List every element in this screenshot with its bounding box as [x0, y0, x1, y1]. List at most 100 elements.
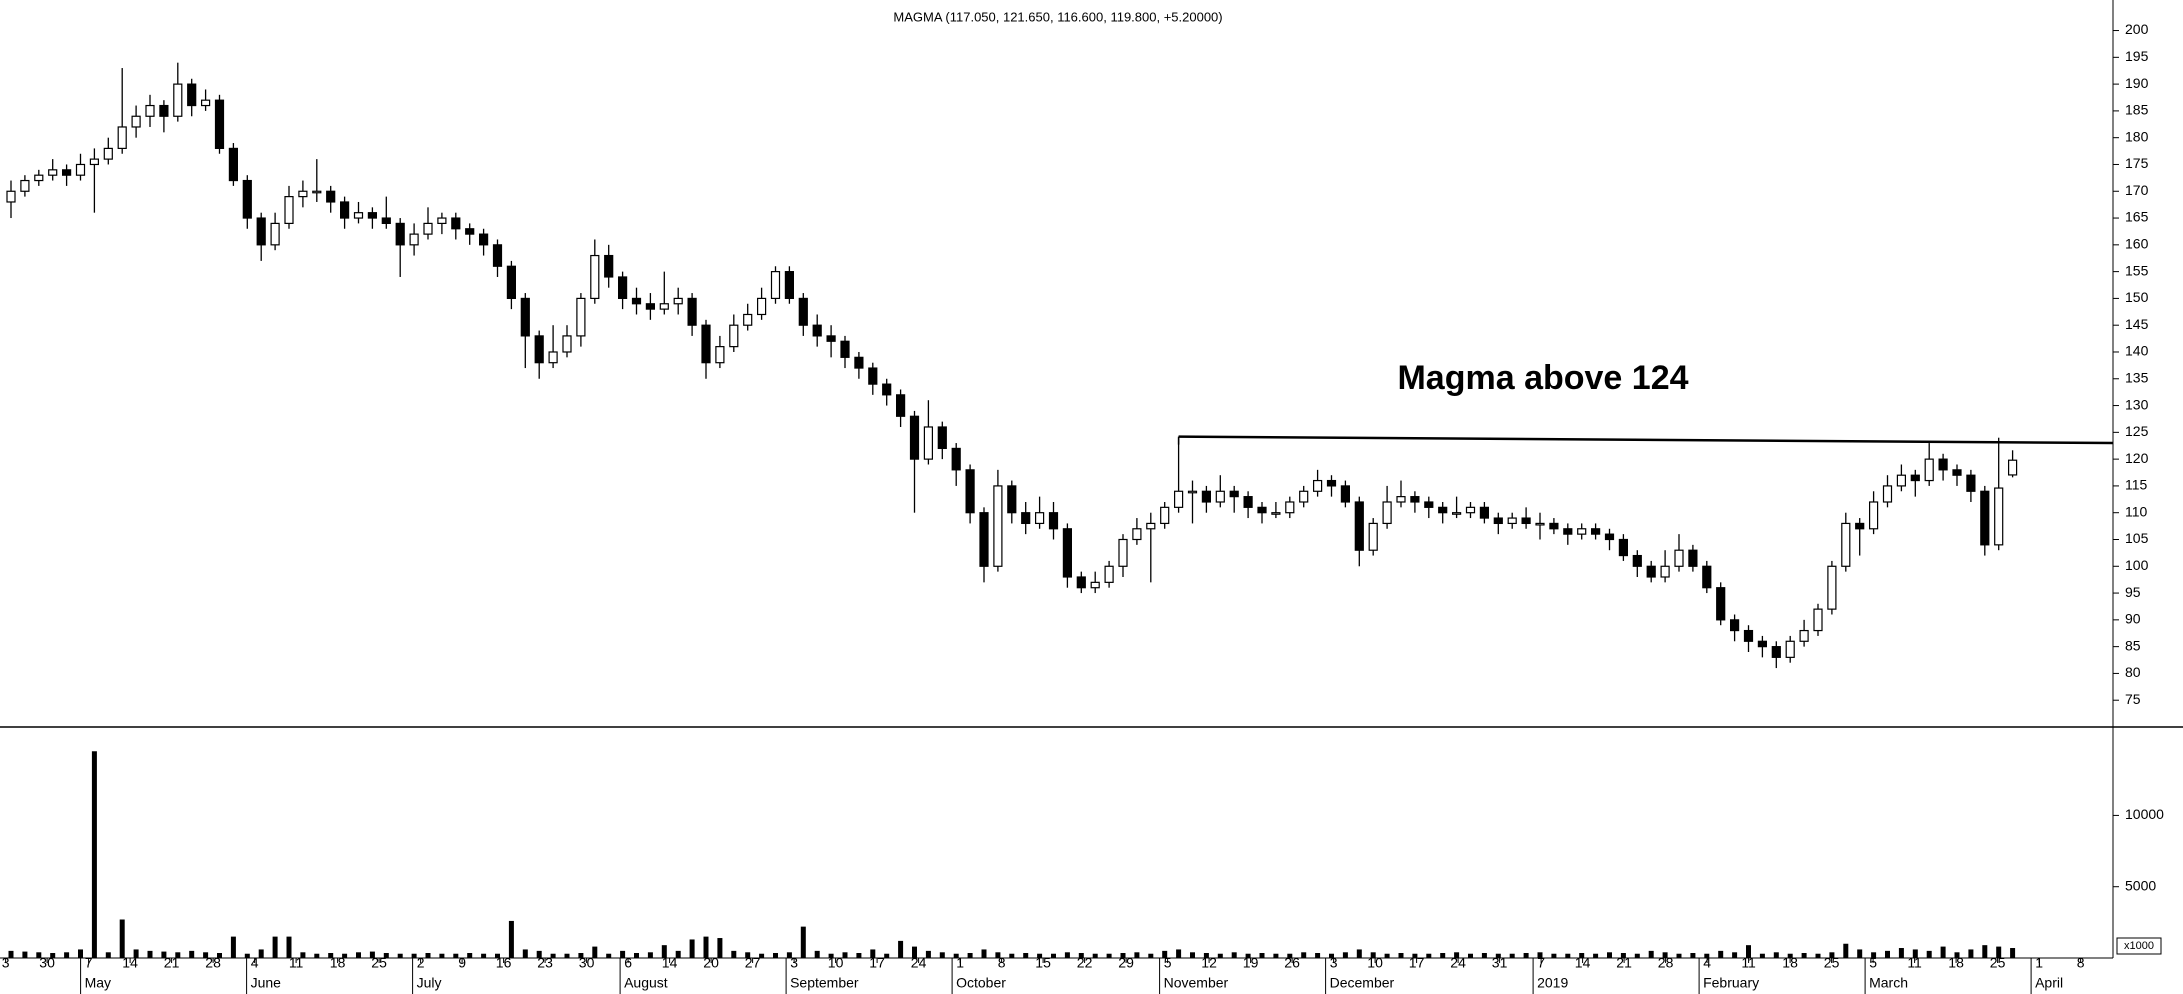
candle-body [6, 190, 16, 203]
volume-bar [314, 953, 320, 958]
candle-body [1479, 506, 1490, 519]
x-tick-label: 24 [1450, 955, 1466, 971]
volume-bar [272, 936, 278, 958]
x-tick-label: 10 [1367, 955, 1383, 971]
candle-body [48, 169, 58, 176]
candle-body [61, 169, 72, 176]
volume-bar [508, 920, 514, 958]
volume-bar [467, 953, 473, 958]
x-tick-label: 24 [911, 955, 927, 971]
candle-body [784, 271, 795, 300]
candle-body [1813, 608, 1823, 632]
x-tick-label: 3 [790, 955, 798, 971]
candle-body [1229, 490, 1239, 498]
candle-body [1410, 496, 1420, 503]
candle-body [659, 303, 669, 310]
x-tick-label: 11 [289, 955, 304, 971]
candle-body [1424, 501, 1434, 508]
volume-bar [300, 952, 306, 958]
candle-body [1076, 576, 1086, 589]
volume-bar [2010, 948, 2016, 958]
volume-bar [592, 946, 598, 958]
candle-body [131, 115, 141, 128]
volume-bar [258, 949, 264, 958]
volume-bar [8, 950, 14, 958]
candle-body [340, 201, 350, 219]
candle-body [395, 222, 405, 246]
candle-body [381, 217, 391, 225]
volume-bar [1148, 953, 1154, 958]
volume-bar [870, 949, 876, 958]
volume-bar [1134, 952, 1140, 958]
volume-bar [912, 946, 917, 958]
candle-body [868, 367, 878, 385]
y-tick-label: 105 [2125, 530, 2149, 546]
volume-bar [1106, 953, 1112, 958]
candle-body [770, 271, 781, 300]
volume-bar [1481, 953, 1487, 958]
x-tick-label: 19 [1243, 955, 1259, 971]
candle-body [34, 174, 44, 182]
candle-body [715, 346, 725, 364]
x-tick-label: 18 [1948, 955, 1964, 971]
candle-body [214, 99, 225, 150]
volume-bar [703, 936, 709, 958]
volume-bar [119, 919, 125, 958]
chart-title: MAGMA (117.050, 121.650, 116.600, 119.80… [893, 9, 1222, 24]
volume-bar [328, 953, 334, 958]
unit-box [2116, 937, 2162, 955]
x-tick-label: 31 [1492, 955, 1508, 971]
candle-body [798, 297, 808, 326]
y-tick-label: 125 [2125, 423, 2149, 439]
volume-bar [925, 950, 931, 958]
volume-bar [425, 953, 431, 958]
x-tick-label: 27 [745, 955, 761, 971]
volume-bar [1912, 949, 1918, 958]
volume-bar [953, 953, 959, 958]
month-label: November [1164, 975, 1229, 991]
candle-body [1271, 512, 1281, 515]
y-tick-label: 90 [2125, 611, 2141, 627]
volume-bar [1120, 953, 1126, 958]
candle-body [1785, 640, 1795, 658]
volume-bar [1801, 953, 1807, 958]
volume-bar [661, 945, 667, 958]
candle-body [1896, 474, 1907, 487]
volume-bar [1732, 952, 1738, 958]
candle-body [1799, 629, 1809, 642]
volume-bar [856, 953, 862, 958]
volume-bar [828, 953, 834, 958]
candle-body [1688, 549, 1698, 567]
volume-bar [522, 949, 528, 958]
x-tick-label: 10 [828, 955, 844, 971]
month-label: September [790, 975, 859, 991]
volume-bar [22, 951, 28, 958]
candle-body [1132, 528, 1142, 541]
volume-bar [1996, 946, 2002, 958]
y-tick-label: 100 [2125, 557, 2149, 573]
volume-bar [1162, 950, 1168, 958]
candle-body [604, 254, 614, 278]
volume-bar [439, 953, 445, 958]
candle-body [1187, 490, 1198, 494]
x-tick-label: 12 [1201, 955, 1217, 971]
y-tick-label: 170 [2125, 182, 2149, 198]
candle-body [1465, 506, 1476, 514]
candle-body [1493, 517, 1503, 525]
volume-bar [1468, 953, 1473, 958]
candle-body [1729, 619, 1740, 632]
volume-bar [1398, 953, 1404, 958]
volume-bar [1454, 952, 1460, 958]
candle-body [1299, 490, 1309, 503]
volume-bar [1342, 952, 1348, 958]
candle-body [270, 222, 280, 246]
x-tick-label: 16 [496, 955, 512, 971]
volume-bar [1676, 953, 1682, 958]
candle-body [826, 335, 836, 342]
volume-bar [356, 952, 361, 958]
volume-bar [1579, 953, 1585, 958]
x-tick-label: 1 [956, 955, 964, 971]
x-tick-label: 17 [1409, 955, 1425, 971]
x-tick-label: 11 [1741, 955, 1756, 971]
volume-bar [564, 953, 570, 958]
